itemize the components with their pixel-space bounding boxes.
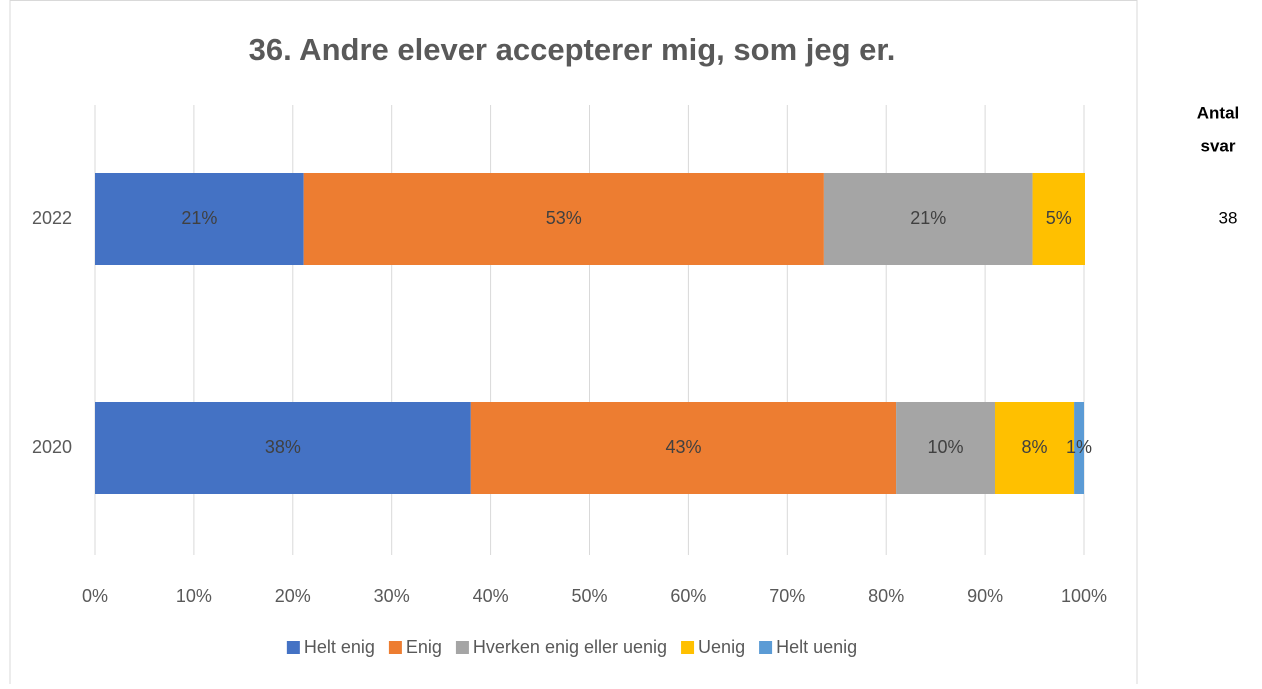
legend-swatch bbox=[759, 641, 773, 654]
data-label: 21% bbox=[910, 208, 946, 228]
data-label: 53% bbox=[546, 208, 582, 228]
legend-label: Helt uenig bbox=[776, 637, 857, 657]
bar-segment bbox=[95, 173, 304, 265]
x-tick-label: 20% bbox=[275, 586, 311, 606]
legend-swatch bbox=[388, 641, 402, 654]
x-tick-label: 30% bbox=[374, 586, 410, 606]
bar-segment bbox=[823, 173, 1033, 265]
x-tick-label: 10% bbox=[176, 586, 212, 606]
bar-segment bbox=[303, 173, 824, 265]
x-tick-label: 60% bbox=[670, 586, 706, 606]
x-tick-label: 80% bbox=[868, 586, 904, 606]
x-tick-label: 90% bbox=[967, 586, 1003, 606]
bar-segment bbox=[470, 402, 897, 494]
data-label: 8% bbox=[1022, 437, 1048, 457]
legend-swatch bbox=[681, 641, 695, 654]
legend-label: Helt enig bbox=[304, 637, 375, 657]
chart-frame bbox=[9, 0, 1138, 689]
legend-swatch bbox=[455, 641, 469, 654]
bar-segment bbox=[994, 402, 1075, 494]
legend-label: Uenig bbox=[698, 637, 745, 657]
data-label: 21% bbox=[181, 208, 217, 228]
bar-segment bbox=[95, 402, 471, 494]
side-header: Antal bbox=[1197, 103, 1240, 122]
bar-segment bbox=[896, 402, 995, 494]
data-label: 1% bbox=[1066, 437, 1092, 457]
x-tick-label: 40% bbox=[473, 586, 509, 606]
side-header: svar bbox=[1201, 136, 1236, 155]
legend-label: Hverken enig eller uenig bbox=[473, 637, 667, 657]
bar-segment bbox=[1074, 402, 1084, 494]
data-label: 43% bbox=[665, 437, 701, 457]
x-tick-label: 50% bbox=[571, 586, 607, 606]
chart-title: 36. Andre elever accepterer mig, som jeg… bbox=[249, 32, 896, 67]
y-tick-label: 2022 bbox=[32, 208, 72, 228]
x-tick-label: 100% bbox=[1061, 586, 1107, 606]
legend-label: Enig bbox=[406, 637, 442, 657]
data-label: 5% bbox=[1046, 208, 1072, 228]
bar-segment bbox=[1032, 173, 1085, 265]
x-tick-label: 70% bbox=[769, 586, 805, 606]
x-tick-label: 0% bbox=[82, 586, 108, 606]
data-label: 38% bbox=[265, 437, 301, 457]
data-label: 10% bbox=[928, 437, 964, 457]
y-tick-label: 2020 bbox=[32, 437, 72, 457]
side-value: 38 bbox=[1219, 208, 1238, 227]
legend-swatch bbox=[286, 641, 300, 654]
